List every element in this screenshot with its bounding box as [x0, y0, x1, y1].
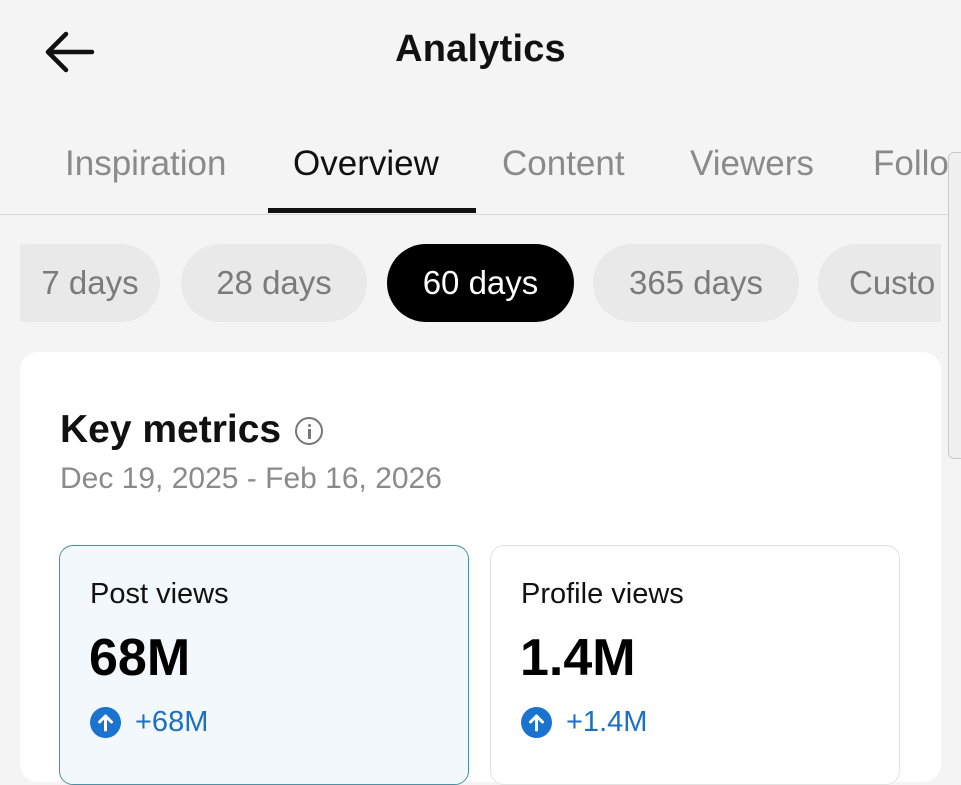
- metric-change-value: +1.4M: [566, 706, 648, 738]
- metric-profile-views[interactable]: Profile views 1.4M +1.4M: [490, 545, 900, 785]
- metric-change: +1.4M: [521, 706, 647, 739]
- scrollbar[interactable]: [948, 152, 961, 459]
- tab-bar: Inspiration Overview Content Viewers Fol…: [0, 120, 961, 215]
- key-metrics-card: Key metrics Dec 19, 2025 - Feb 16, 2026 …: [20, 352, 941, 785]
- chip-365-days[interactable]: 365 days: [593, 244, 799, 322]
- back-button[interactable]: [40, 26, 98, 78]
- tab-content[interactable]: Content: [502, 144, 625, 183]
- metric-value: 1.4M: [520, 629, 636, 687]
- key-metrics-title: Key metrics: [60, 408, 282, 451]
- tab-overview[interactable]: Overview: [293, 144, 439, 183]
- chip-custom[interactable]: Custo: [818, 244, 941, 322]
- metric-label: Post views: [90, 578, 229, 610]
- metric-change-value: +68M: [135, 706, 209, 738]
- arrow-left-icon: [45, 31, 95, 73]
- metric-value: 68M: [89, 629, 191, 687]
- tab-inspiration[interactable]: Inspiration: [65, 144, 227, 183]
- date-range: Dec 19, 2025 - Feb 16, 2026: [60, 462, 442, 495]
- chip-28-days[interactable]: 28 days: [181, 244, 367, 322]
- metric-change: +68M: [90, 706, 208, 739]
- arrow-up-circle-icon: [90, 707, 121, 738]
- chip-60-days[interactable]: 60 days: [387, 244, 574, 322]
- page-title: Analytics: [395, 28, 566, 70]
- key-metrics-heading: Key metrics: [60, 408, 324, 452]
- arrow-up-circle-icon: [521, 707, 552, 738]
- active-tab-indicator: [268, 208, 476, 213]
- tab-viewers[interactable]: Viewers: [690, 144, 814, 183]
- metric-post-views[interactable]: Post views 68M +68M: [59, 545, 469, 785]
- tab-followers[interactable]: Follo: [873, 144, 949, 183]
- date-filter-chips: 7 days 28 days 60 days 365 days Custo: [20, 244, 941, 324]
- chip-7-days[interactable]: 7 days: [20, 244, 160, 322]
- metric-label: Profile views: [521, 578, 684, 610]
- info-icon[interactable]: [295, 417, 324, 445]
